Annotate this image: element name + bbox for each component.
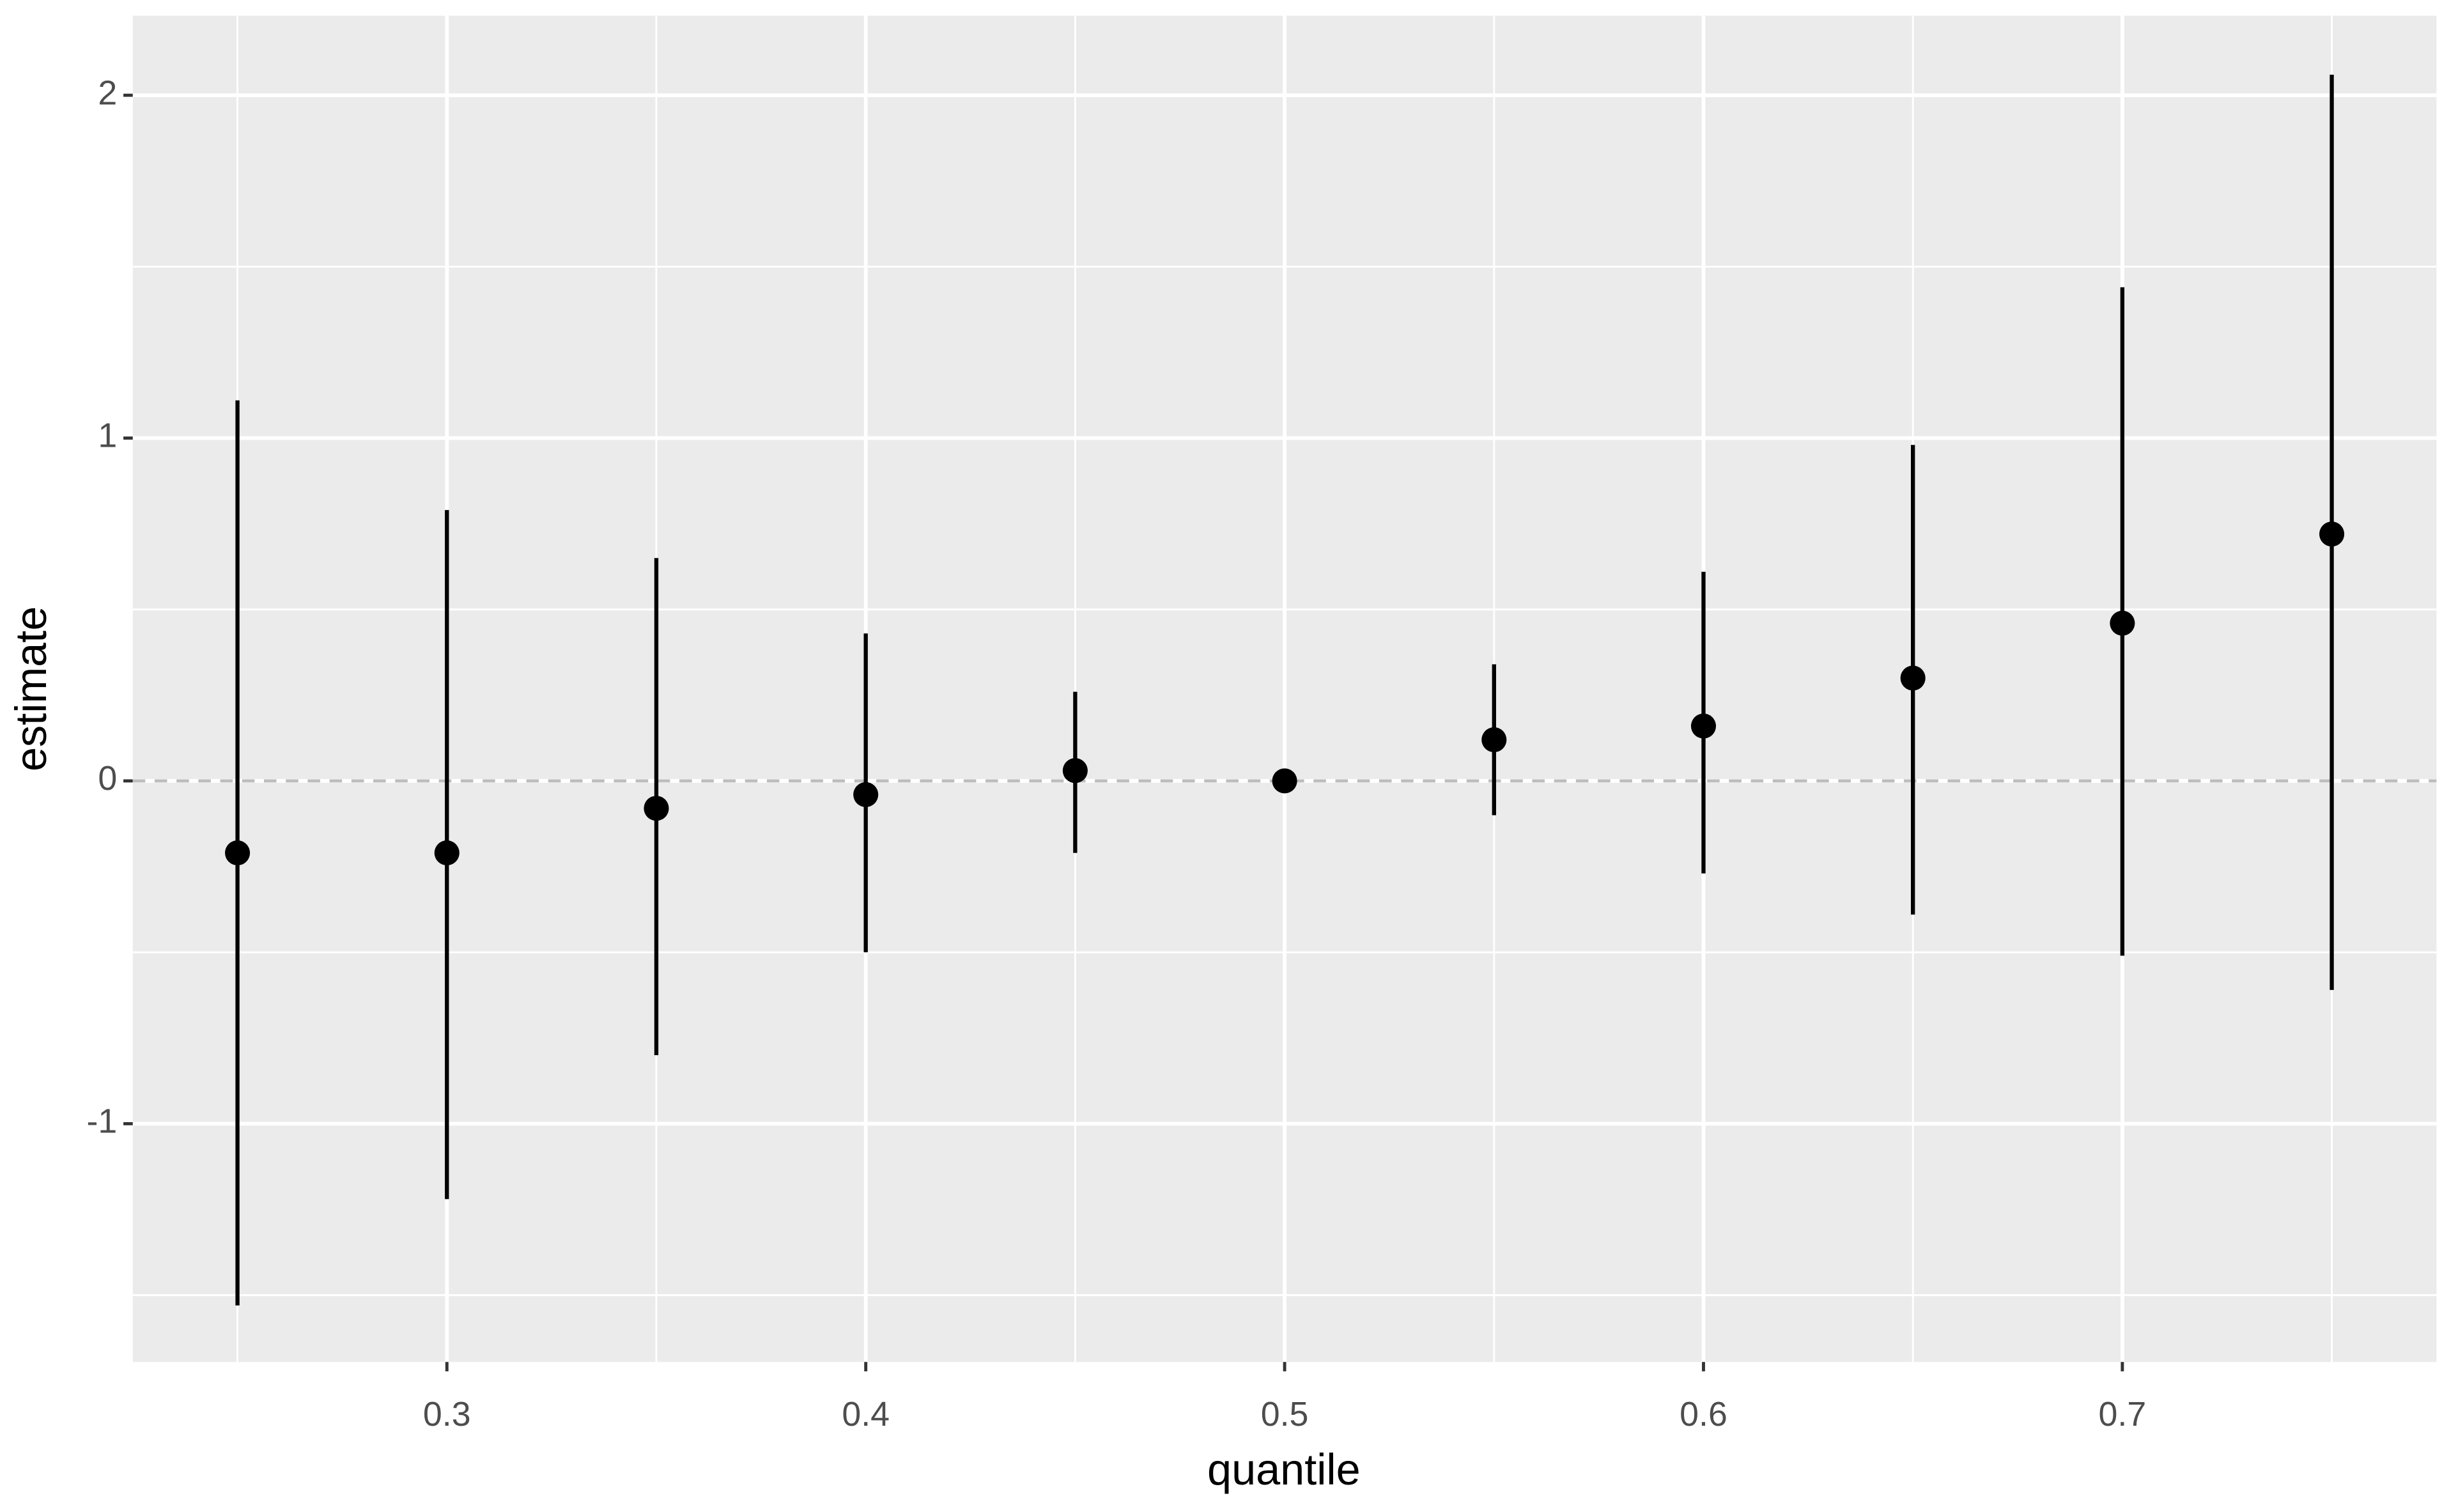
point (1481, 727, 1507, 753)
y-tick-label: 2 (98, 73, 117, 112)
y-tick-label: -1 (86, 1102, 117, 1141)
x-tick-label: 0.7 (2099, 1395, 2147, 1433)
y-tick-label: 1 (98, 417, 117, 455)
point (434, 840, 460, 866)
point (853, 782, 879, 807)
x-tick-label: 0.5 (1261, 1395, 1309, 1433)
x-tick-label: 0.3 (423, 1395, 471, 1433)
x-tick-label: 0.6 (1680, 1395, 1727, 1433)
x-tick-label: 0.4 (842, 1395, 890, 1433)
point (225, 840, 251, 866)
point (1900, 665, 1926, 691)
point (644, 796, 669, 821)
point (1690, 713, 1717, 739)
y-tick-label: 0 (98, 759, 117, 798)
point (1272, 768, 1297, 794)
point (2110, 610, 2135, 636)
point (1062, 758, 1088, 783)
x-axis-title: quantile (1207, 1446, 1361, 1494)
y-axis-title: estimate (7, 606, 56, 772)
point (2319, 521, 2345, 547)
